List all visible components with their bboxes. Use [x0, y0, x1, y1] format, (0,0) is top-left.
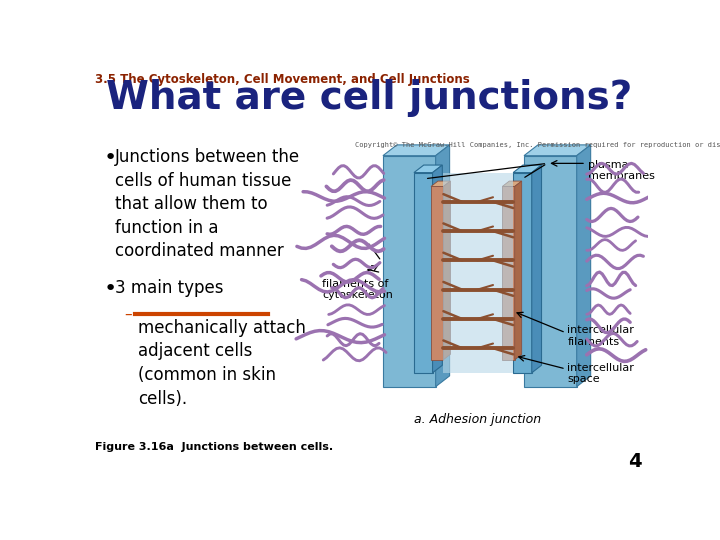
- Polygon shape: [524, 156, 577, 387]
- Bar: [444, 173, 513, 373]
- Polygon shape: [444, 181, 451, 360]
- Polygon shape: [414, 165, 442, 173]
- Polygon shape: [433, 165, 442, 373]
- Polygon shape: [436, 145, 449, 387]
- Polygon shape: [513, 173, 532, 373]
- Polygon shape: [503, 181, 522, 186]
- Text: 4: 4: [628, 453, 642, 471]
- Text: a. Adhesion junction: a. Adhesion junction: [414, 413, 541, 426]
- Text: •: •: [104, 279, 117, 299]
- Polygon shape: [532, 165, 541, 373]
- Text: •: •: [104, 148, 117, 168]
- Text: Figure 3.16a  Junctions between cells.: Figure 3.16a Junctions between cells.: [94, 442, 333, 452]
- Polygon shape: [513, 165, 541, 173]
- Polygon shape: [431, 181, 451, 186]
- Text: 3 main types: 3 main types: [114, 279, 223, 297]
- Polygon shape: [577, 145, 590, 387]
- Polygon shape: [414, 173, 433, 373]
- Text: Copyright© The McGraw-Hill Companies, Inc. Permission required for reproduction : Copyright© The McGraw-Hill Companies, In…: [355, 142, 720, 148]
- Polygon shape: [383, 156, 436, 387]
- Text: What are cell junctions?: What are cell junctions?: [106, 79, 632, 117]
- Text: –: –: [124, 307, 132, 322]
- Polygon shape: [431, 186, 444, 360]
- Polygon shape: [524, 145, 590, 156]
- Text: plasma
membranes: plasma membranes: [588, 159, 654, 181]
- Text: intercellular
space: intercellular space: [567, 363, 634, 384]
- Polygon shape: [515, 181, 522, 360]
- Text: filaments of
cytoskeleton: filaments of cytoskeleton: [323, 279, 393, 300]
- Polygon shape: [503, 186, 515, 360]
- Text: Junctions between the
cells of human tissue
that allow them to
function in a
coo: Junctions between the cells of human tis…: [114, 148, 300, 260]
- Text: 3.5 The Cytoskeleton, Cell Movement, and Cell Junctions: 3.5 The Cytoskeleton, Cell Movement, and…: [94, 72, 469, 85]
- Text: mechanically attach
adjacent cells
(common in skin
cells).: mechanically attach adjacent cells (comm…: [138, 319, 306, 408]
- Polygon shape: [383, 145, 449, 156]
- Text: intercellular
filaments: intercellular filaments: [567, 325, 634, 347]
